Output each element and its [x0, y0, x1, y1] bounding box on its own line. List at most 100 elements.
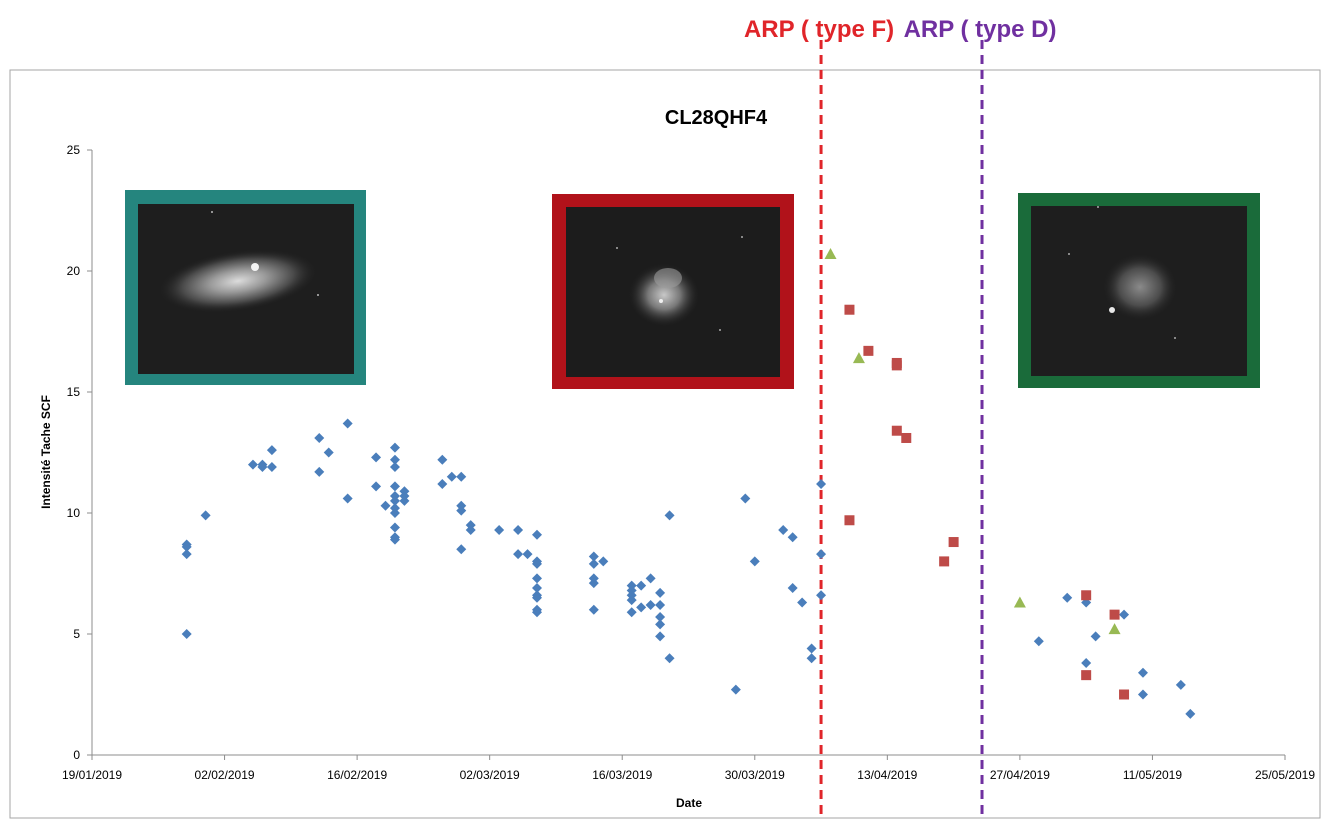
data-point-diamond	[266, 462, 277, 473]
data-point-diamond	[1175, 679, 1186, 690]
x-tick-label: 16/03/2019	[592, 768, 652, 782]
data-point-diamond	[437, 478, 448, 489]
x-tick-label: 30/03/2019	[725, 768, 785, 782]
data-point-square	[844, 515, 855, 526]
data-point-diamond	[787, 532, 798, 543]
data-point-diamond	[806, 643, 817, 654]
data-point-square	[939, 556, 950, 567]
data-point-diamond	[749, 556, 760, 567]
data-point-square	[844, 304, 855, 315]
data-point-diamond	[342, 418, 353, 429]
data-point-square	[948, 537, 959, 548]
data-point-diamond	[588, 558, 599, 569]
data-point-diamond	[314, 432, 325, 443]
data-point-diamond	[816, 478, 827, 489]
data-point-diamond	[1033, 636, 1044, 647]
data-point-square	[1081, 590, 1092, 601]
data-point-diamond	[740, 493, 751, 504]
chart-area-border	[9, 69, 1321, 819]
data-point-diamond	[806, 653, 817, 664]
x-tick-label: 02/03/2019	[460, 768, 520, 782]
data-point-diamond	[1137, 689, 1148, 700]
y-tick-label: 10	[67, 506, 81, 520]
x-tick-label: 25/05/2019	[1255, 768, 1315, 782]
y-tick-label: 15	[67, 385, 81, 399]
data-point-diamond	[513, 524, 524, 535]
data-point-diamond	[371, 452, 382, 463]
reference-line-label-1: ARP ( type F)	[744, 16, 894, 43]
data-point-diamond	[389, 495, 400, 506]
data-point-diamond	[494, 524, 505, 535]
data-point-diamond	[1119, 609, 1130, 620]
reference-line-label-2: ARP ( type D)	[904, 16, 1057, 43]
data-point-square	[891, 425, 902, 436]
data-point-diamond	[389, 481, 400, 492]
data-point-diamond	[465, 524, 476, 535]
data-point-diamond	[816, 549, 827, 560]
data-point-diamond	[389, 508, 400, 518]
data-point-diamond	[456, 505, 467, 516]
data-point-diamond	[816, 590, 827, 601]
teal-frame-image	[125, 190, 366, 385]
data-point-square	[863, 345, 874, 356]
x-tick-label: 13/04/2019	[857, 768, 917, 782]
data-point-diamond	[598, 556, 609, 567]
data-point-square	[1119, 689, 1130, 700]
data-point-square	[901, 432, 912, 443]
data-point-diamond	[181, 541, 192, 552]
data-point-diamond	[655, 587, 666, 598]
data-point-diamond	[380, 500, 391, 511]
data-point-triangle	[824, 248, 837, 260]
data-point-diamond	[532, 573, 543, 584]
data-point-diamond	[1185, 708, 1196, 719]
data-point-diamond	[532, 558, 543, 569]
y-tick-label: 0	[73, 748, 80, 762]
data-point-diamond	[342, 493, 353, 504]
data-point-square	[1081, 670, 1092, 681]
data-point-diamond	[181, 549, 192, 560]
data-point-diamond	[200, 510, 211, 521]
data-point-diamond	[389, 534, 400, 545]
data-point-diamond	[730, 684, 741, 695]
data-point-diamond	[247, 459, 258, 470]
data-point-diamond	[456, 544, 467, 555]
data-point-diamond	[1137, 667, 1148, 678]
data-point-diamond	[399, 495, 410, 506]
data-point-diamond	[389, 454, 400, 465]
data-point-diamond	[389, 522, 400, 533]
data-point-diamond	[456, 471, 467, 482]
data-point-diamond	[389, 462, 400, 473]
data-point-diamond	[645, 573, 656, 584]
data-point-diamond	[1081, 658, 1092, 669]
data-point-diamond	[626, 607, 637, 618]
data-point-diamond	[1062, 592, 1073, 603]
data-point-diamond	[532, 607, 543, 618]
data-point-diamond	[664, 510, 675, 521]
data-point-diamond	[778, 524, 789, 535]
data-point-diamond	[532, 583, 543, 594]
data-point-diamond	[522, 549, 533, 560]
data-point-diamond	[181, 629, 192, 639]
red-frame-image	[552, 194, 794, 389]
data-point-diamond	[588, 551, 599, 562]
data-point-diamond	[389, 442, 400, 453]
data-point-diamond	[626, 595, 637, 606]
y-tick-label: 20	[67, 264, 81, 278]
data-point-diamond	[636, 602, 647, 613]
x-tick-label: 27/04/2019	[990, 768, 1050, 782]
data-point-diamond	[323, 447, 334, 458]
data-point-diamond	[446, 471, 457, 482]
data-point-diamond	[257, 462, 268, 473]
data-point-triangle	[1013, 596, 1026, 608]
data-point-triangle	[1108, 623, 1121, 635]
data-point-diamond	[532, 529, 543, 540]
data-point-diamond	[1090, 631, 1101, 642]
data-point-diamond	[588, 578, 599, 589]
chart-title: CL28QHF4	[665, 107, 768, 129]
data-point-diamond	[513, 549, 524, 560]
x-tick-label: 19/01/2019	[62, 768, 122, 782]
data-point-diamond	[787, 583, 798, 594]
x-axis-title: Date	[676, 796, 702, 810]
green-frame-image	[1018, 193, 1260, 388]
